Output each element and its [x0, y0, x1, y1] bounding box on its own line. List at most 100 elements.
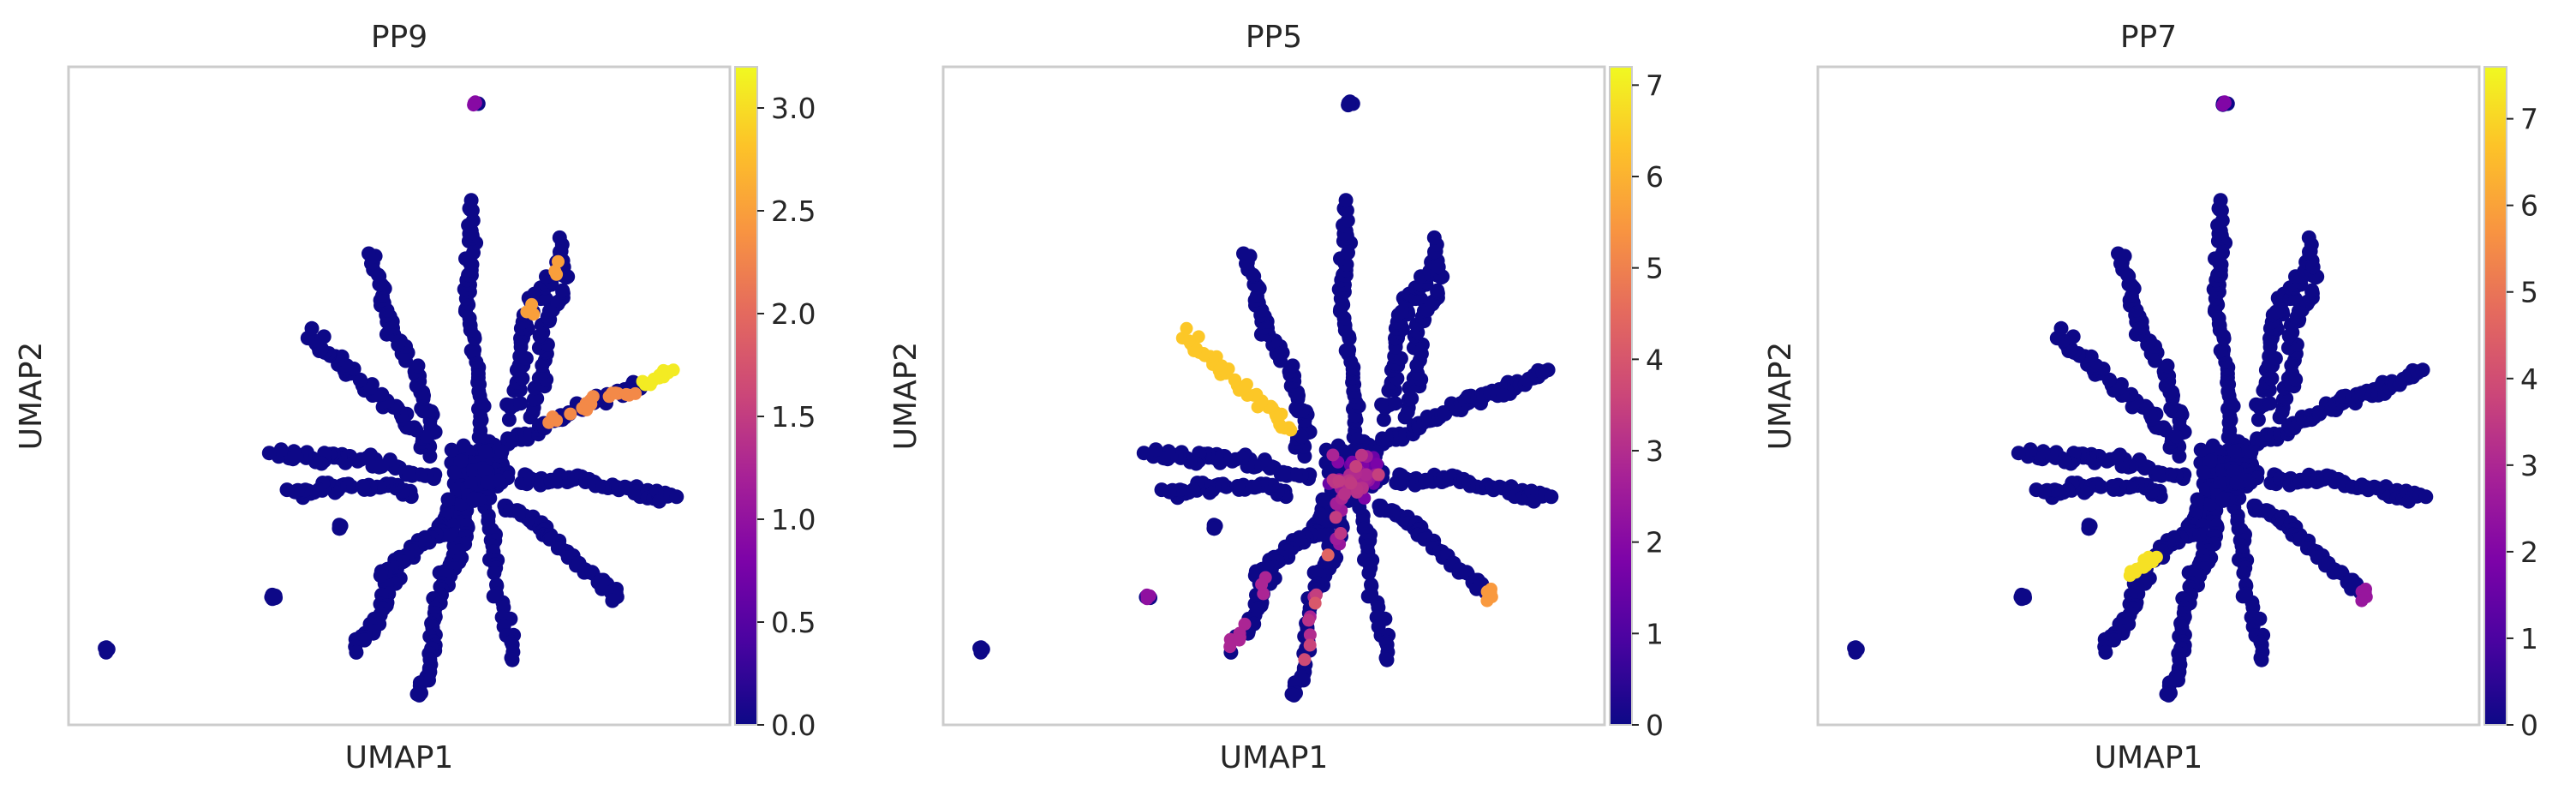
- scatter-point: [477, 444, 493, 459]
- colorbar-frame: [1609, 66, 1633, 726]
- scatter-point: [1303, 638, 1317, 652]
- scatter-point: [1388, 396, 1403, 411]
- scatter-point: [2160, 358, 2175, 374]
- scatter-point: [666, 363, 680, 377]
- colorbar-tick-label: 1.0: [771, 503, 816, 536]
- scatter-point: [2229, 475, 2244, 490]
- colorbar: [1610, 67, 1632, 725]
- scatter-points: [972, 94, 1559, 703]
- scatter-point: [2305, 260, 2321, 275]
- scatter-point: [268, 590, 283, 606]
- scatter-point: [2017, 590, 2032, 606]
- scatter-point: [2218, 96, 2232, 110]
- scatter-point: [349, 644, 364, 660]
- scatter-point: [2215, 491, 2231, 506]
- scatter-point: [2304, 283, 2320, 298]
- chart-title: PP9: [371, 20, 427, 55]
- scatter-point: [2213, 476, 2228, 491]
- scatter-point: [1360, 468, 1373, 482]
- scatter-point: [609, 386, 622, 400]
- scatter-point: [1847, 640, 1862, 655]
- scatter-point: [1223, 640, 1237, 654]
- scatter-point: [1148, 442, 1163, 458]
- scatter-point: [2123, 569, 2137, 583]
- colorbar-tick-label: 7: [1646, 69, 1664, 102]
- scatter-point: [1349, 460, 1363, 473]
- scatter-point: [605, 593, 620, 608]
- scatter-point: [2418, 489, 2434, 505]
- scatter-point: [2262, 396, 2278, 411]
- scatter-point: [2168, 429, 2184, 444]
- scatter-point: [1379, 652, 1395, 667]
- scatter-point: [1338, 343, 1354, 358]
- scatter-point: [2023, 442, 2038, 458]
- scatter-point: [2029, 482, 2044, 498]
- scatter-point: [2226, 444, 2242, 459]
- x-axis-label: UMAP1: [1220, 740, 1329, 775]
- scatter-point: [1154, 482, 1169, 498]
- scatter-point: [1326, 448, 1340, 462]
- scatter-point: [1308, 596, 1322, 610]
- scatter-point: [98, 640, 113, 655]
- colorbar-tick-label: 4: [1646, 343, 1664, 376]
- scatter-point: [1393, 350, 1408, 366]
- colorbar-tick-label: 4: [2520, 362, 2538, 396]
- colorbar-tick-label: 3.0: [771, 92, 816, 125]
- colorbar-tick-label: 5: [1646, 252, 1664, 285]
- scatter-point: [2268, 350, 2283, 366]
- scatter-point: [1354, 448, 1368, 462]
- scatter-point: [1341, 96, 1356, 111]
- scatter-point: [1372, 468, 1385, 482]
- scatter-point: [2161, 687, 2176, 703]
- scatter-point: [412, 687, 427, 703]
- colorbar-tick-label: 2.5: [771, 195, 816, 228]
- scatter-point: [564, 407, 577, 421]
- panel-pp7: PP7 UMAP1 UMAP2 0 1 2 3 4 5 6 7: [1763, 20, 2538, 775]
- scatter-point: [362, 246, 376, 261]
- scatter-point: [2250, 412, 2266, 428]
- scatter-point: [552, 230, 567, 245]
- scatter-point: [1329, 511, 1342, 524]
- scatter-point: [2112, 380, 2127, 395]
- x-axis-label: UMAP1: [345, 740, 454, 775]
- scatter-point: [304, 320, 320, 336]
- colorbar-tick-label: 0.0: [771, 709, 816, 742]
- colorbar-tick-label: 5: [2520, 276, 2538, 309]
- scatter-point: [466, 491, 481, 506]
- scatter-point: [453, 453, 469, 469]
- scatter-point: [1287, 687, 1301, 703]
- scatter-point: [1370, 458, 1384, 471]
- chart-title: PP5: [1246, 20, 1302, 55]
- scatter-point: [444, 442, 459, 458]
- colorbar-frame: [2483, 66, 2507, 726]
- scatter-point: [1175, 332, 1189, 345]
- scatter-point: [1206, 521, 1222, 536]
- scatter-point: [669, 489, 684, 505]
- chart-title: PP7: [2120, 20, 2177, 55]
- scatter-point: [2202, 453, 2218, 469]
- scatter-point: [440, 492, 456, 507]
- scatter-point: [586, 390, 600, 404]
- colorbar-tick-label: 0.5: [771, 606, 816, 639]
- scatter-point: [356, 479, 371, 494]
- scatter-point: [2193, 442, 2208, 458]
- colorbar-tick-label: 3: [1646, 434, 1664, 468]
- scatter-point: [1361, 566, 1377, 581]
- scatter-point: [1255, 578, 1269, 591]
- scatter-point: [1236, 246, 1251, 261]
- colorbar-tick-label: 1: [2520, 622, 2538, 655]
- scatter-point: [1238, 380, 1252, 394]
- scatter-point: [491, 473, 506, 488]
- scatter-point: [261, 446, 277, 461]
- scatter-point: [972, 640, 988, 655]
- scatter-point: [2240, 473, 2256, 488]
- scatter-point: [456, 438, 471, 453]
- scatter-point: [1376, 412, 1391, 428]
- scatter-point: [1315, 492, 1330, 507]
- scatter-point: [477, 464, 493, 479]
- scatter-point: [410, 358, 426, 374]
- scatter-point: [480, 475, 495, 490]
- scatter-point: [2011, 446, 2026, 461]
- scatter-point: [539, 291, 553, 307]
